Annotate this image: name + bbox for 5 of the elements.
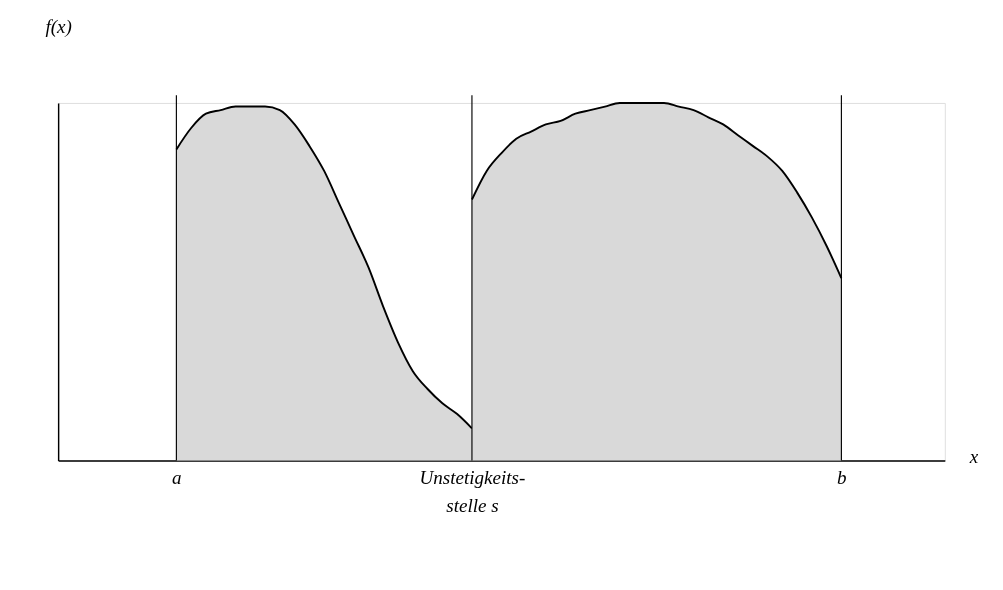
y-axis-title: f(x) <box>45 15 72 38</box>
x-axis-title: x <box>968 445 979 467</box>
x-tick-label: Unstetigkeits- stelle s <box>419 466 526 517</box>
x-tick-label: b <box>837 466 847 488</box>
x-tick-label: a <box>172 466 182 488</box>
